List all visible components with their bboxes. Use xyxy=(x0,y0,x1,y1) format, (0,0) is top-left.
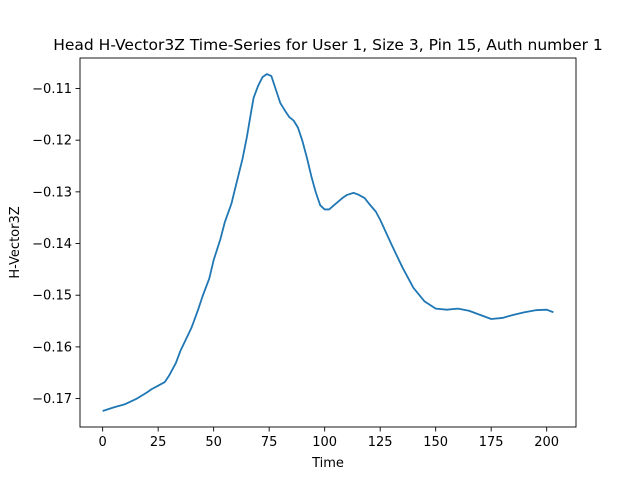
y-tick-label: −0.17 xyxy=(32,392,72,407)
x-tick-label: 50 xyxy=(205,435,222,450)
x-tick-label: 25 xyxy=(150,435,167,450)
x-tick-label: 0 xyxy=(99,435,107,450)
x-tick-label: 125 xyxy=(368,435,393,450)
y-axis-label: H-Vector3Z xyxy=(8,206,23,278)
y-tick-label: −0.15 xyxy=(32,289,72,304)
x-axis-ticks: 0 25 50 75 100 125 150 175 200 xyxy=(99,427,559,450)
y-tick-label: −0.14 xyxy=(32,237,72,252)
y-tick-label: −0.13 xyxy=(32,185,72,200)
y-tick-label: −0.16 xyxy=(32,340,72,355)
x-tick-label: 100 xyxy=(312,435,337,450)
series-line-0 xyxy=(102,73,554,412)
y-tick-label: −0.12 xyxy=(32,134,72,149)
y-tick-label: −0.11 xyxy=(32,82,72,97)
series-line-group xyxy=(102,73,554,412)
x-axis-label: Time xyxy=(311,456,344,471)
chart-title: Head H-Vector3Z Time-Series for User 1, … xyxy=(53,36,603,54)
x-tick-label: 150 xyxy=(423,435,448,450)
x-tick-label: 75 xyxy=(261,435,278,450)
plot-frame xyxy=(79,57,577,428)
y-axis-ticks: −0.17 −0.16 −0.15 −0.14 −0.13 −0.12 −0.11 xyxy=(32,82,80,407)
x-tick-label: 200 xyxy=(534,435,559,450)
x-tick-label: 175 xyxy=(479,435,504,450)
